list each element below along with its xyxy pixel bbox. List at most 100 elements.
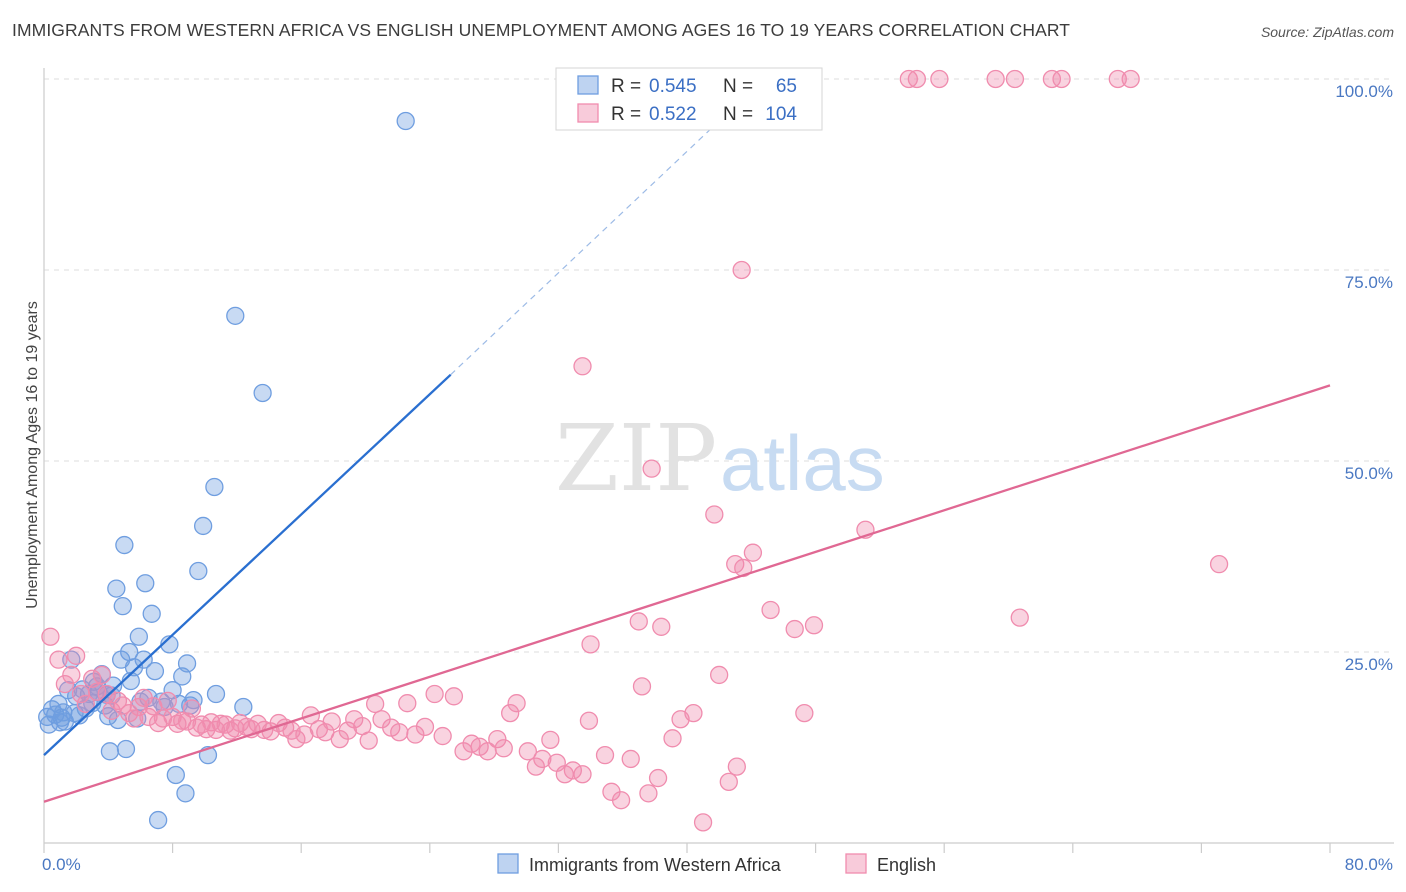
data-point — [629, 612, 648, 631]
legend-swatch — [577, 75, 599, 95]
data-point — [705, 505, 724, 524]
data-point — [684, 703, 703, 723]
data-point — [494, 739, 513, 758]
data-point — [116, 739, 136, 759]
data-point — [108, 710, 128, 730]
data-point — [425, 684, 444, 704]
data-point — [785, 619, 804, 639]
data-point — [177, 654, 197, 673]
watermark-atlas: atlas — [720, 419, 885, 507]
x-tick-label: 80.0% — [1345, 855, 1393, 874]
data-point — [226, 306, 245, 325]
data-point — [148, 810, 168, 830]
data-point — [719, 772, 738, 792]
data-point — [501, 703, 520, 723]
data-point — [398, 694, 417, 713]
data-point — [579, 711, 599, 730]
data-point — [663, 729, 682, 748]
data-point — [573, 765, 592, 784]
data-point — [136, 574, 155, 593]
series-legend-swatch — [845, 853, 867, 874]
data-point — [795, 703, 814, 723]
data-point — [205, 477, 224, 497]
data-point — [100, 742, 120, 761]
data-point — [907, 69, 927, 89]
legend-n-label: N = — [723, 104, 753, 125]
data-point — [182, 699, 202, 718]
data-point — [139, 707, 158, 727]
chart-source: Source: ZipAtlas.com — [1260, 24, 1394, 40]
data-point — [488, 729, 507, 749]
data-point — [189, 561, 208, 581]
data-point — [166, 765, 185, 785]
axes — [43, 68, 1394, 853]
legend-r-value: 0.522 — [649, 104, 697, 125]
data-point — [611, 791, 631, 810]
data-point — [359, 731, 378, 750]
data-point — [234, 697, 253, 717]
legend-n-value: 65 — [776, 76, 797, 97]
data-point — [1121, 69, 1140, 89]
data-point — [113, 597, 132, 616]
data-point — [176, 784, 195, 803]
data-point — [1010, 608, 1029, 627]
data-point — [92, 665, 112, 685]
data-point — [743, 543, 763, 562]
data-point — [415, 717, 435, 737]
data-point — [1005, 69, 1025, 89]
data-point — [563, 761, 583, 780]
series-legend: Immigrants from Western Africa English — [497, 853, 936, 875]
y-tick-label: 50.0% — [1345, 464, 1393, 483]
data-point — [1108, 69, 1127, 89]
data-point — [573, 357, 592, 376]
y-tick-label: 100.0% — [1335, 82, 1393, 101]
watermark: ZIP atlas — [555, 405, 885, 512]
legend-r-value: 0.545 — [649, 76, 697, 97]
data-point — [727, 757, 746, 776]
data-point — [102, 701, 121, 720]
legend-box — [555, 67, 823, 131]
data-point — [322, 712, 341, 731]
data-point — [134, 650, 153, 669]
data-point — [1209, 554, 1229, 574]
data-point — [206, 720, 226, 740]
chart-title: IMMIGRANTS FROM WESTERN AFRICA VS ENGLIS… — [12, 20, 1071, 40]
data-point — [1042, 69, 1062, 89]
trend-line — [43, 373, 452, 756]
data-point — [693, 813, 713, 832]
data-point — [41, 627, 60, 646]
data-point — [76, 694, 95, 714]
legend-r-label: R = — [611, 104, 641, 125]
data-point — [129, 627, 148, 646]
data-point — [804, 616, 824, 635]
data-point — [639, 784, 658, 803]
data-point — [216, 715, 235, 734]
data-point — [124, 709, 144, 728]
data-point — [406, 725, 425, 744]
data-point — [533, 749, 552, 769]
data-point — [49, 694, 68, 714]
trend-line — [43, 384, 1331, 803]
series-legend-swatch — [497, 853, 519, 874]
data-point — [632, 677, 652, 696]
data-point — [396, 111, 415, 131]
tick-labels: 25.0% 50.0% 75.0% 100.0% 0.0% 80.0% — [42, 82, 1393, 874]
data-point — [433, 726, 452, 746]
data-point — [642, 459, 661, 478]
data-point — [193, 516, 213, 536]
y-tick-label: 25.0% — [1345, 655, 1393, 674]
data-point — [365, 694, 385, 714]
data-point — [62, 665, 81, 685]
series-english-points — [41, 69, 1229, 832]
data-point — [338, 721, 357, 740]
y-tick-label: 75.0% — [1345, 273, 1393, 292]
data-point — [99, 707, 118, 726]
legend-swatch — [577, 103, 599, 123]
data-point — [107, 579, 126, 598]
data-point — [581, 635, 600, 654]
grid-lines — [44, 78, 1394, 653]
watermark-zip: ZIP — [555, 405, 717, 512]
series-legend-label: English — [877, 855, 936, 875]
legend: R = 0.545 N = 65 R = 0.522 N = 104 — [555, 67, 823, 131]
trend-lines — [43, 120, 1331, 803]
